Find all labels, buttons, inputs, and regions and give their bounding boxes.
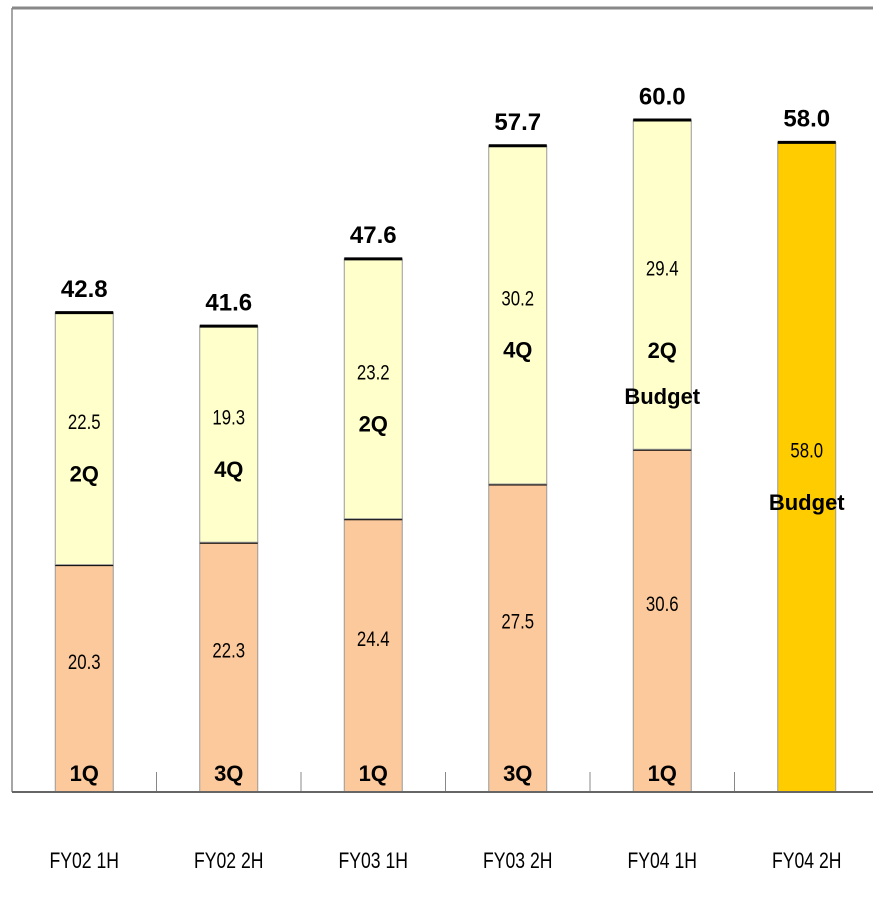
quarter-label: 1Q (648, 761, 677, 786)
quarter-label: 2Q (70, 461, 99, 486)
value-label: 22.3 (212, 640, 245, 663)
quarter-label: 2Q (648, 338, 677, 363)
bar-segment (632, 448, 692, 793)
total-label: 57.7 (494, 109, 541, 136)
total-label: 60.0 (639, 83, 686, 110)
quarter-label: 3Q (503, 761, 532, 786)
quarter-label: 2Q (359, 412, 388, 437)
bar-segment (488, 145, 548, 485)
bar-segment (54, 564, 114, 793)
value-label: 30.6 (646, 594, 679, 617)
quarter-label: 4Q (503, 338, 532, 363)
quarter-label: Budget (769, 490, 845, 515)
total-label: 58.0 (783, 106, 830, 133)
bar-segment (632, 119, 692, 450)
x-tick-label: FY04 2H (772, 849, 841, 873)
total-label: 42.8 (61, 276, 108, 303)
total-label: 41.6 (205, 289, 252, 316)
value-label: 20.3 (68, 651, 101, 674)
bar-segment (343, 258, 403, 520)
x-tick-label: FY02 1H (50, 849, 119, 873)
quarter-label: 1Q (359, 761, 388, 786)
quarter-label: 4Q (214, 457, 243, 482)
quarter-label: 3Q (214, 761, 243, 786)
value-label: 29.4 (646, 258, 679, 281)
x-tick-label: FY03 2H (483, 849, 552, 873)
bar-segment (777, 141, 837, 793)
bar-segment (199, 325, 259, 543)
bar-segment (343, 518, 403, 793)
bar-segment (488, 483, 548, 793)
x-tick-label: FY04 1H (628, 849, 697, 873)
value-label: 58.0 (790, 440, 823, 463)
total-label: 47.6 (350, 222, 397, 249)
bar-segment (54, 312, 114, 566)
value-label: 23.2 (357, 362, 390, 385)
quarter-label: Budget (624, 384, 700, 409)
x-tick-label: FY02 2H (194, 849, 263, 873)
value-label: 19.3 (212, 407, 245, 430)
value-label: 30.2 (501, 288, 534, 311)
value-label: 22.5 (68, 412, 101, 435)
value-label: 24.4 (357, 628, 390, 651)
quarter-label: 1Q (70, 761, 99, 786)
bar-segment (199, 541, 259, 793)
value-label: 27.5 (501, 611, 534, 634)
x-tick-label: FY03 1H (339, 849, 408, 873)
